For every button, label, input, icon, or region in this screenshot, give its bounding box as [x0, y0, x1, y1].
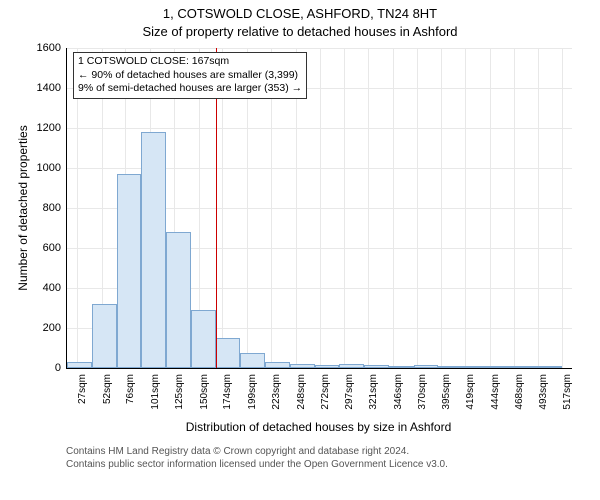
footer-line: Contains HM Land Registry data © Crown c…: [66, 446, 448, 459]
x-tick-label: 125sqm: [174, 374, 185, 410]
y-tick-label: 200: [43, 322, 61, 334]
annotation-line: ← 90% of detached houses are smaller (3,…: [78, 69, 302, 83]
histogram-chart: 0200400600800100012001400160027sqm52sqm7…: [66, 48, 572, 369]
x-tick-label: 517sqm: [562, 374, 573, 410]
x-tick-label: 199sqm: [247, 374, 258, 410]
gridline: [514, 48, 515, 368]
gridline: [320, 48, 321, 368]
histogram-bar: [67, 362, 92, 368]
histogram-bar: [141, 132, 166, 368]
gridline: [465, 48, 466, 368]
y-tick-label: 1400: [37, 82, 61, 94]
annotation-line: 1 COTSWOLD CLOSE: 167sqm: [78, 55, 302, 69]
x-tick-label: 346sqm: [393, 374, 404, 410]
y-tick-label: 600: [43, 242, 61, 254]
gridline: [538, 48, 539, 368]
histogram-bar: [290, 364, 315, 368]
histogram-bar: [463, 366, 488, 368]
x-tick-label: 321sqm: [368, 374, 379, 410]
histogram-bar: [92, 304, 117, 368]
gridline: [344, 48, 345, 368]
histogram-bar: [537, 366, 562, 368]
y-tick-label: 0: [55, 362, 61, 374]
y-tick-label: 1000: [37, 162, 61, 174]
histogram-bar: [488, 366, 513, 368]
gridline: [417, 48, 418, 368]
y-tick-label: 800: [43, 202, 61, 214]
y-tick-label: 1200: [37, 122, 61, 134]
x-tick-label: 248sqm: [296, 374, 307, 410]
footer-attribution: Contains HM Land Registry data © Crown c…: [66, 446, 448, 471]
x-tick-label: 150sqm: [199, 374, 210, 410]
gridline: [441, 48, 442, 368]
histogram-bar: [265, 362, 290, 368]
x-tick-label: 52sqm: [102, 374, 113, 404]
x-tick-label: 272sqm: [320, 374, 331, 410]
x-tick-label: 493sqm: [538, 374, 549, 410]
x-tick-label: 76sqm: [125, 374, 136, 404]
histogram-bar: [315, 365, 340, 368]
gridline: [490, 48, 491, 368]
gridline: [368, 48, 369, 368]
gridline: [393, 48, 394, 368]
gridline: [562, 48, 563, 368]
histogram-bar: [117, 174, 142, 368]
annotation-line: 9% of semi-detached houses are larger (3…: [78, 82, 302, 96]
x-tick-label: 27sqm: [77, 374, 88, 404]
x-tick-label: 370sqm: [417, 374, 428, 410]
y-axis-label: Number of detached properties: [16, 48, 30, 368]
histogram-bar: [216, 338, 241, 368]
x-tick-label: 174sqm: [222, 374, 233, 410]
x-tick-label: 101sqm: [150, 374, 161, 410]
histogram-bar: [389, 366, 414, 368]
histogram-bar: [513, 366, 538, 368]
x-tick-label: 419sqm: [465, 374, 476, 410]
annotation-callout: 1 COTSWOLD CLOSE: 167sqm← 90% of detache…: [73, 52, 307, 99]
x-tick-label: 223sqm: [271, 374, 282, 410]
page-title: 1, COTSWOLD CLOSE, ASHFORD, TN24 8HT: [0, 6, 600, 21]
x-axis-label: Distribution of detached houses by size …: [66, 420, 571, 434]
histogram-bar: [414, 365, 439, 368]
x-tick-label: 468sqm: [514, 374, 525, 410]
x-tick-label: 297sqm: [344, 374, 355, 410]
x-tick-label: 395sqm: [441, 374, 452, 410]
histogram-bar: [240, 353, 265, 368]
histogram-bar: [438, 366, 463, 368]
y-tick-label: 400: [43, 282, 61, 294]
x-tick-label: 444sqm: [490, 374, 501, 410]
histogram-bar: [339, 364, 364, 368]
histogram-bar: [364, 365, 389, 368]
y-tick-label: 1600: [37, 42, 61, 54]
histogram-bar: [166, 232, 191, 368]
histogram-bar: [191, 310, 216, 368]
footer-line: Contains public sector information licen…: [66, 459, 448, 472]
page-subtitle: Size of property relative to detached ho…: [0, 24, 600, 39]
